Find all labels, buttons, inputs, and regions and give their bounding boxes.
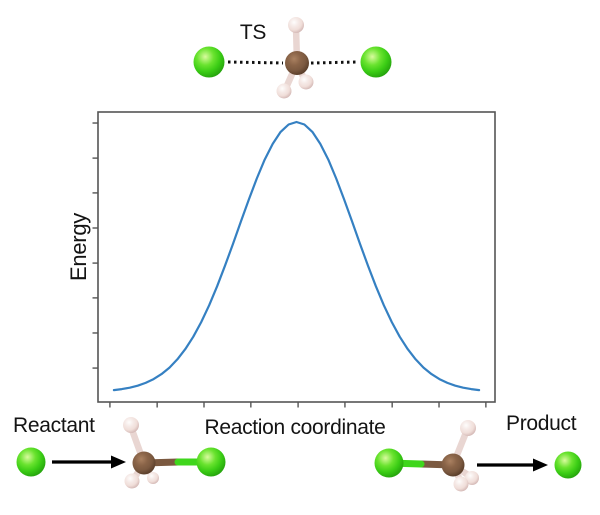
cl-atom	[360, 46, 392, 78]
transition-state	[193, 17, 392, 99]
cl-atom	[554, 451, 582, 479]
reactant-complex	[16, 417, 226, 489]
h-atom	[124, 473, 140, 489]
y-axis-label: Energy	[66, 213, 91, 281]
molecule-layer	[16, 17, 582, 492]
cl-atom	[196, 447, 226, 477]
cl-atom	[16, 447, 46, 477]
product-complex	[374, 420, 582, 492]
h-atom	[453, 476, 469, 492]
h-atom	[276, 83, 292, 99]
h-atom	[123, 417, 139, 433]
cl-atom	[193, 46, 225, 78]
h-atom	[465, 471, 479, 485]
h-atom	[288, 17, 304, 33]
energy-curve	[112, 120, 481, 392]
h-atom	[298, 74, 314, 90]
reactant-label: Reactant	[13, 414, 95, 437]
transition-state-label: TS	[239, 21, 267, 44]
c-atom	[132, 451, 156, 475]
h-atom	[460, 420, 476, 436]
partial-bond-dotted	[227, 60, 284, 65]
cl-atom	[374, 448, 404, 478]
h-atom	[147, 472, 159, 484]
x-axis-label: Reaction coordinate	[204, 416, 386, 439]
partial-bond-dotted	[310, 60, 359, 65]
axis-ticks	[92, 122, 487, 408]
product-label: Product	[506, 412, 577, 435]
c-atom	[285, 51, 309, 75]
plot-frame	[97, 111, 496, 403]
energy-curve-layer	[112, 120, 481, 392]
c-atom	[441, 453, 465, 477]
